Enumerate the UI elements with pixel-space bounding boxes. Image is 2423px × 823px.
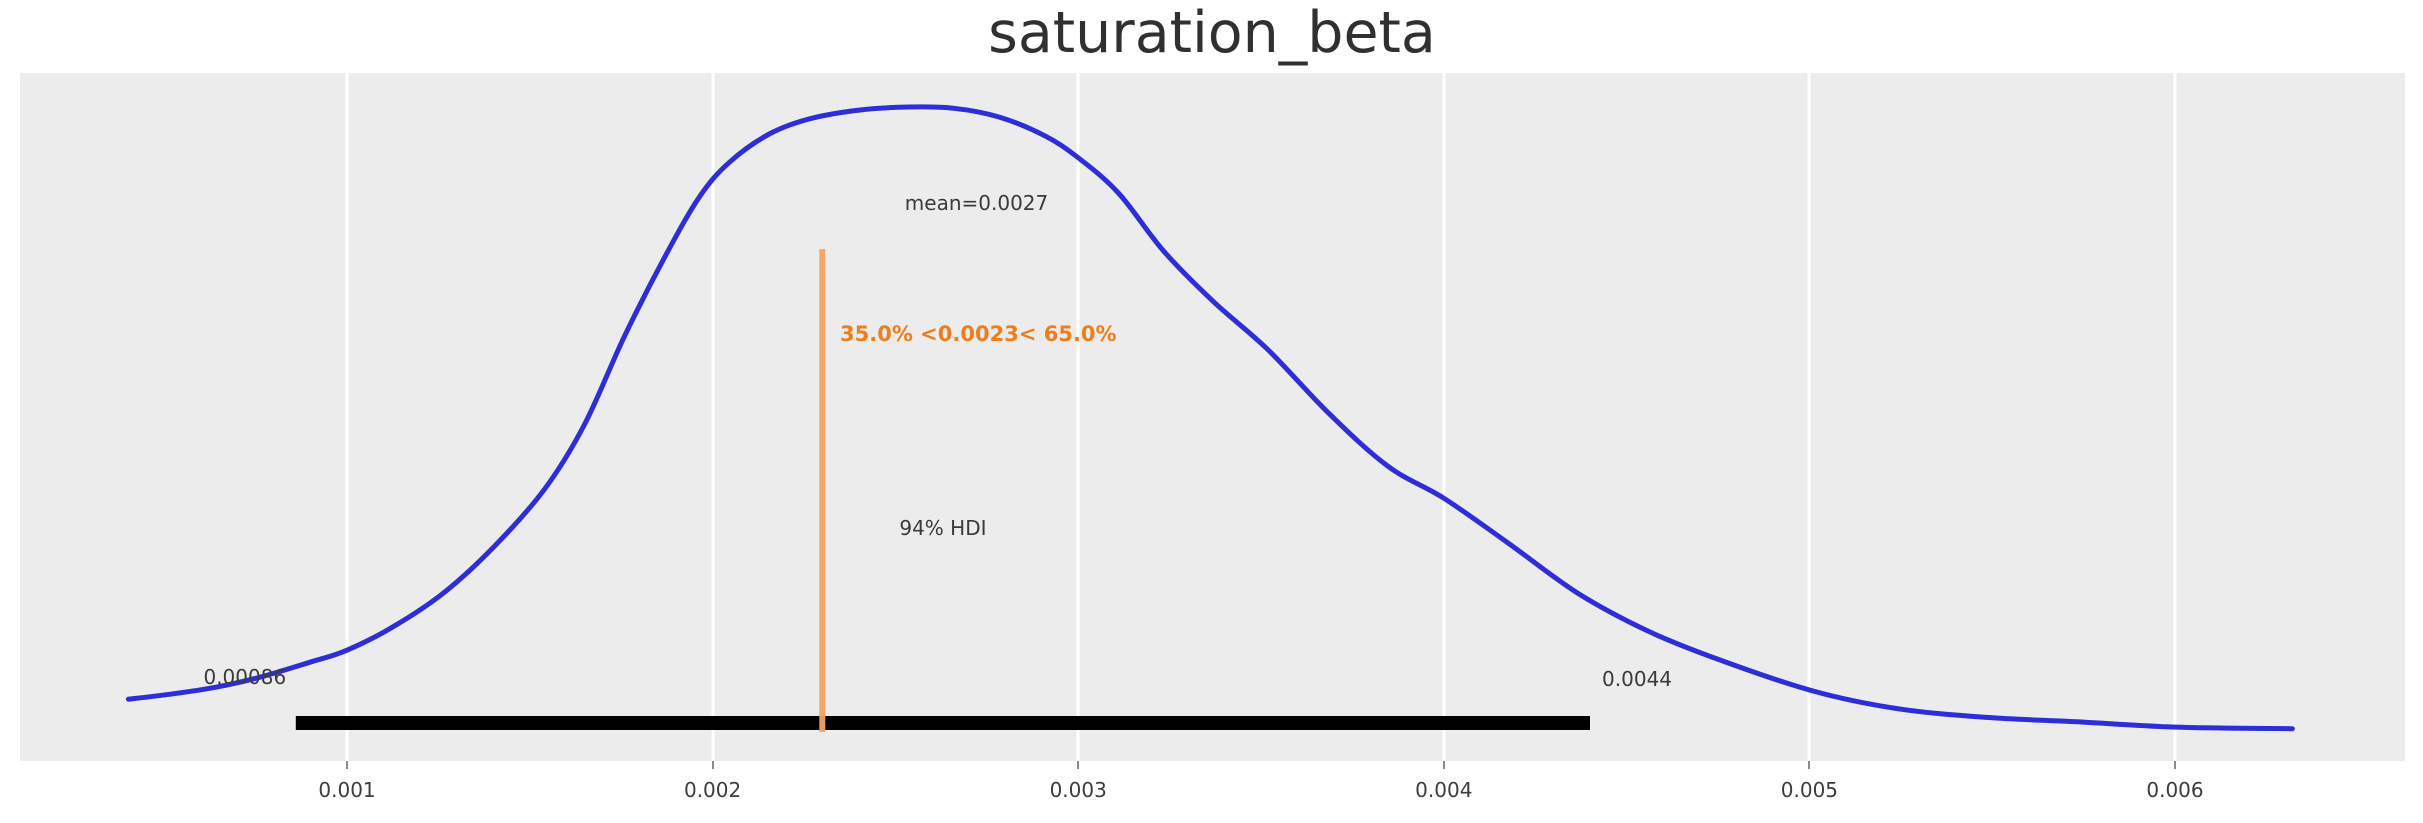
- gridline: [1076, 73, 1080, 761]
- x-tick-label: 0.003: [1049, 778, 1107, 802]
- x-tick-label: 0.002: [683, 778, 742, 802]
- x-tick: [346, 761, 349, 769]
- plot-area: [20, 73, 2405, 761]
- gridline: [2173, 73, 2177, 761]
- gridline: [1442, 73, 1446, 761]
- x-tick: [711, 761, 714, 769]
- x-tick-label: 0.001: [318, 778, 376, 802]
- hdi-bar: [295, 716, 1590, 730]
- hdi-lower-label: 0.00086: [203, 665, 287, 689]
- x-tick-label: 0.005: [1780, 778, 1839, 802]
- gridline: [711, 73, 715, 761]
- x-tick: [1442, 761, 1445, 769]
- ref-value-annotation: 35.0% <0.0023< 65.0%: [840, 322, 1117, 346]
- x-tick: [1077, 761, 1080, 769]
- x-tick: [1808, 761, 1811, 769]
- hdi-annotation: 94% HDI: [899, 516, 987, 540]
- plot-title: saturation_beta: [988, 0, 1436, 66]
- gridline: [1807, 73, 1811, 761]
- x-tick-label: 0.004: [1415, 778, 1473, 802]
- mean-annotation: mean=0.0027: [904, 191, 1049, 215]
- x-tick: [2174, 761, 2176, 769]
- x-tick-label: 0.006: [2146, 778, 2204, 802]
- gridline: [345, 73, 349, 761]
- kde-curve: [125, 104, 2295, 732]
- hdi-upper-label: 0.0044: [1602, 667, 1673, 691]
